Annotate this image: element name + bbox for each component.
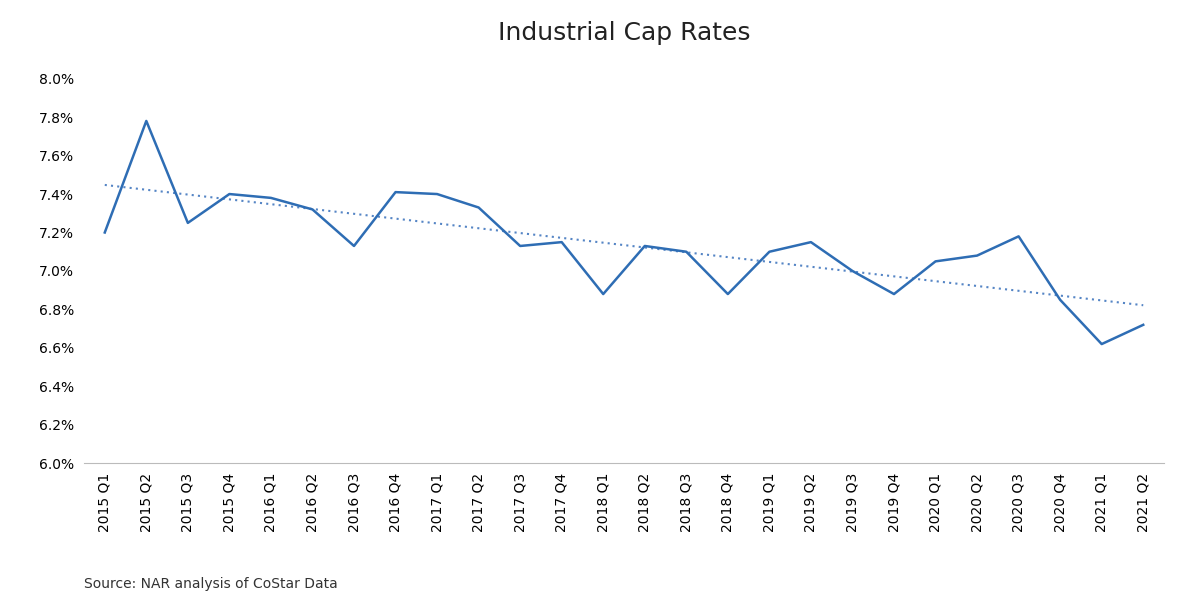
Text: Source: NAR analysis of CoStar Data: Source: NAR analysis of CoStar Data bbox=[84, 577, 337, 591]
Title: Industrial Cap Rates: Industrial Cap Rates bbox=[498, 21, 750, 45]
